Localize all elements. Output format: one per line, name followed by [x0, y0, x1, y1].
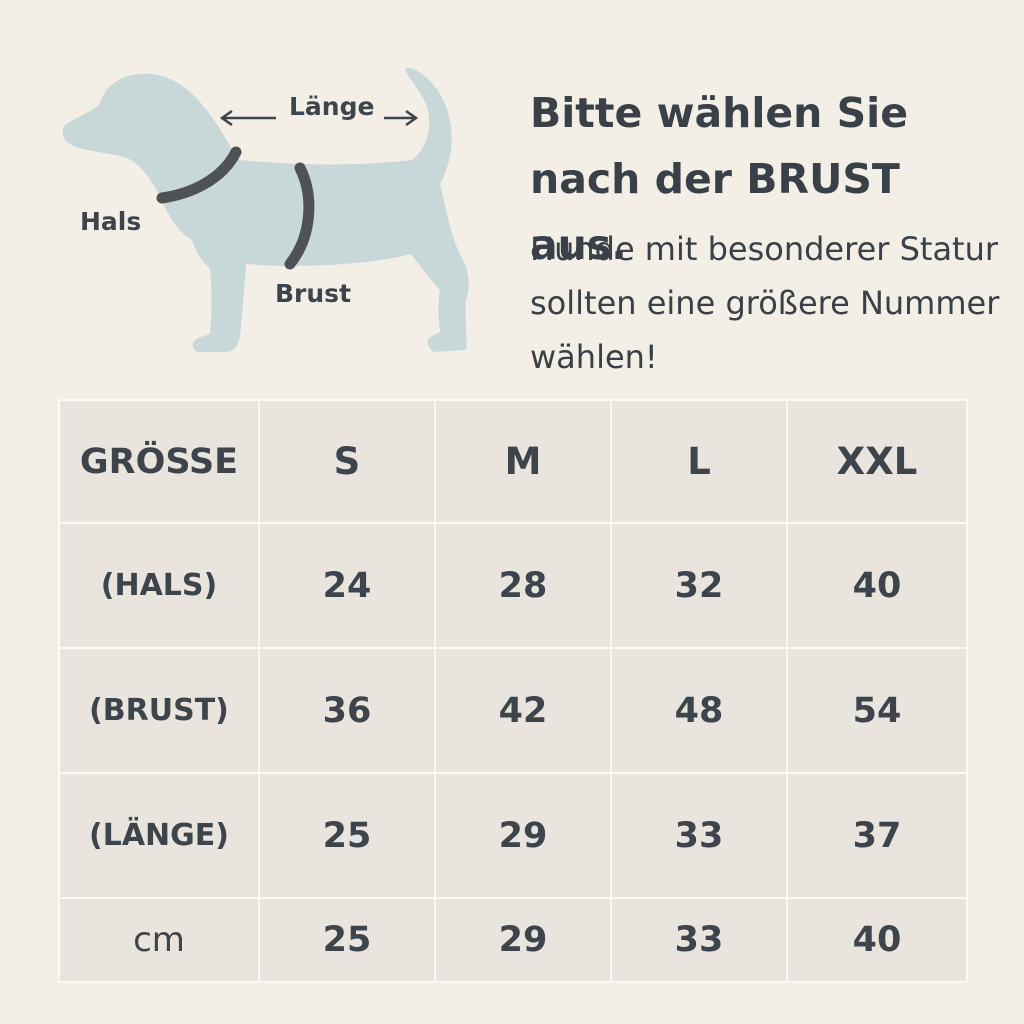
header-size: GRÖSSE [58, 399, 260, 524]
table-cell: 29 [434, 897, 612, 983]
table-cell: 37 [786, 772, 968, 899]
dog-measurement-diagram: Länge Hals Brust [0, 0, 520, 380]
table-cell: 25 [258, 897, 436, 983]
table-cell: 33 [610, 897, 788, 983]
table-cell: 40 [786, 897, 968, 983]
table-row: (HALS) 24 28 32 40 [58, 522, 968, 649]
harness-strap-icon [284, 162, 315, 270]
table-cell: 28 [434, 522, 612, 649]
table-cell: 36 [258, 647, 436, 774]
table-cell: 33 [610, 772, 788, 899]
row-label-length: (LÄNGE) [58, 772, 260, 899]
dog-body [62, 67, 469, 352]
dog-silhouette-icon [62, 67, 469, 352]
collar-icon [156, 146, 242, 204]
length-label: Länge [289, 92, 375, 121]
neck-label: Hals [80, 207, 142, 236]
table-cell: 29 [434, 772, 612, 899]
page-heading: Bitte wählen Sie nach der BRUST aus. [530, 89, 909, 269]
table-cell: 24 [258, 522, 436, 649]
header-m: M [434, 399, 612, 524]
table-row: (LÄNGE) 25 29 33 37 [58, 772, 968, 899]
header-l: L [610, 399, 788, 524]
table-cell: 48 [610, 647, 788, 774]
header-s: S [258, 399, 436, 524]
table-row: (BRUST) 36 42 48 54 [58, 647, 968, 774]
header-xxl: XXL [786, 399, 968, 524]
row-label-chest: (BRUST) [58, 647, 260, 774]
row-label-neck: (HALS) [58, 522, 260, 649]
hint-text: Hunde mit besonderer Statur sollten eine… [530, 230, 1000, 376]
table-cell: 40 [786, 522, 968, 649]
table-row: cm 25 29 33 40 [58, 897, 968, 983]
table-header-row: GRÖSSE S M L XXL [58, 399, 968, 524]
size-table: GRÖSSE S M L XXL (HALS) 24 28 32 40 (BRU… [58, 399, 968, 983]
table-cell: 54 [786, 647, 968, 774]
table-cell: 32 [610, 522, 788, 649]
table-cell: 25 [258, 772, 436, 899]
table-cell: 42 [434, 647, 612, 774]
chest-label: Brust [275, 279, 352, 308]
row-label-unit: cm [58, 897, 260, 983]
